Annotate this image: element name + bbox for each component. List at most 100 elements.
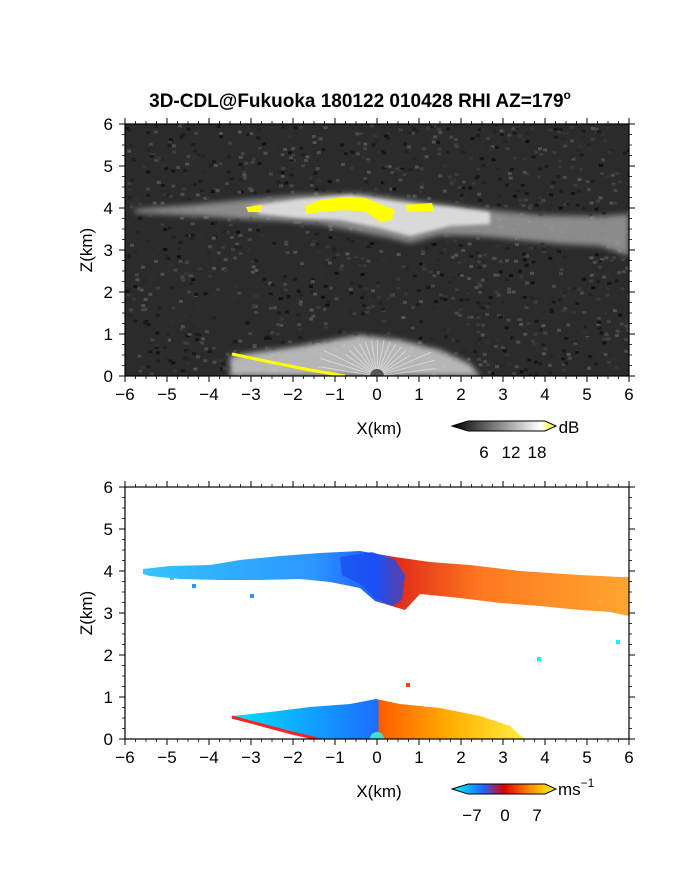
noise-pixel bbox=[315, 180, 320, 184]
noise-pixel bbox=[195, 193, 200, 197]
noise-pixel bbox=[581, 129, 586, 133]
noise-pixel bbox=[521, 204, 526, 208]
noise-pixel bbox=[238, 252, 243, 255]
noise-pixel bbox=[412, 127, 417, 131]
noise-pixel bbox=[382, 319, 386, 323]
noise-pixel bbox=[305, 230, 310, 234]
noise-pixel bbox=[266, 347, 271, 351]
velocity-echoes bbox=[143, 551, 629, 739]
noise-pixel bbox=[226, 170, 231, 174]
noise-pixel bbox=[208, 257, 213, 261]
noise-pixel bbox=[168, 359, 173, 363]
noise-pixel bbox=[524, 368, 528, 372]
noise-pixel bbox=[528, 247, 532, 251]
noise-pixel bbox=[363, 147, 367, 151]
noise-pixel bbox=[492, 257, 497, 260]
noise-pixel bbox=[271, 348, 276, 352]
y-tick-label: 1 bbox=[104, 325, 113, 344]
noise-pixel bbox=[360, 312, 365, 316]
noise-pixel bbox=[298, 300, 303, 304]
noise-pixel bbox=[287, 135, 292, 139]
noise-pixel bbox=[565, 202, 570, 206]
x-tick-label: −4 bbox=[199, 385, 218, 404]
noise-pixel bbox=[522, 252, 527, 256]
noise-pixel bbox=[457, 186, 462, 190]
noise-pixel bbox=[506, 318, 511, 322]
noise-pixel bbox=[598, 265, 602, 269]
noise-pixel bbox=[314, 185, 319, 189]
noise-pixel bbox=[140, 365, 145, 369]
noise-pixel bbox=[576, 149, 580, 152]
noise-pixel bbox=[574, 340, 579, 344]
noise-pixel bbox=[374, 139, 379, 143]
noise-pixel bbox=[373, 134, 378, 137]
noise-pixel bbox=[541, 324, 546, 328]
x-tick-label: 4 bbox=[540, 748, 549, 767]
noise-pixel bbox=[248, 332, 253, 335]
noise-pixel bbox=[605, 174, 610, 178]
noise-pixel bbox=[580, 135, 585, 139]
noise-pixel bbox=[361, 292, 366, 296]
noise-pixel bbox=[165, 255, 170, 259]
noise-pixel bbox=[172, 150, 177, 154]
noise-pixel bbox=[518, 317, 523, 321]
noise-pixel bbox=[410, 306, 415, 310]
noise-pixel bbox=[406, 306, 411, 310]
noise-pixel bbox=[234, 284, 239, 288]
noise-pixel bbox=[499, 129, 504, 133]
noise-pixel bbox=[577, 287, 582, 291]
noise-pixel bbox=[180, 275, 185, 279]
velocity-colorbar-tick: 0 bbox=[500, 806, 509, 825]
noise-pixel bbox=[131, 297, 136, 301]
noise-pixel bbox=[268, 281, 272, 285]
noise-pixel bbox=[508, 176, 513, 180]
x-tick-label: 0 bbox=[372, 385, 381, 404]
noise-pixel bbox=[276, 322, 281, 326]
noise-pixel bbox=[561, 363, 566, 367]
noise-pixel bbox=[618, 256, 622, 260]
noise-pixel bbox=[576, 189, 581, 193]
noise-pixel bbox=[309, 180, 314, 184]
noise-pixel bbox=[178, 260, 183, 263]
noise-pixel bbox=[573, 342, 578, 346]
noise-pixel bbox=[147, 341, 152, 345]
noise-pixel bbox=[182, 356, 187, 360]
noise-pixel bbox=[275, 332, 280, 336]
noise-pixel bbox=[235, 351, 240, 355]
noise-pixel bbox=[325, 258, 330, 262]
noise-pixel bbox=[525, 172, 530, 176]
noise-pixel bbox=[250, 260, 255, 263]
noise-pixel bbox=[137, 354, 142, 358]
noise-pixel bbox=[129, 308, 134, 312]
noise-pixel bbox=[246, 248, 251, 252]
noise-pixel bbox=[518, 203, 523, 206]
noise-pixel bbox=[422, 267, 427, 271]
noise-pixel bbox=[294, 189, 299, 193]
noise-pixel bbox=[485, 304, 490, 308]
noise-pixel bbox=[496, 203, 501, 207]
velocity-axes: −6 −5 −4 −3 −2 −1 0 1 2 3 4 5 6 0 1 2 3 4 5 6 bbox=[104, 478, 635, 767]
noise-pixel bbox=[216, 124, 221, 128]
noise-pixel bbox=[490, 145, 495, 149]
noise-pixel bbox=[495, 365, 499, 369]
velocity-colorbar: ms−1 −7 0 7 bbox=[450, 776, 595, 825]
noise-pixel bbox=[208, 274, 213, 278]
noise-pixel bbox=[360, 273, 365, 277]
noise-pixel bbox=[167, 338, 172, 342]
noise-pixel bbox=[452, 276, 457, 279]
noise-pixel bbox=[606, 320, 611, 324]
noise-pixel bbox=[465, 298, 470, 302]
noise-pixel bbox=[416, 289, 421, 293]
noise-pixel bbox=[561, 369, 566, 372]
noise-pixel bbox=[431, 140, 436, 144]
noise-pixel bbox=[480, 278, 485, 282]
noise-pixel bbox=[391, 293, 395, 297]
noise-pixel bbox=[597, 130, 601, 134]
noise-pixel bbox=[213, 164, 218, 168]
noise-pixel bbox=[148, 142, 153, 146]
x-tick-label: 2 bbox=[456, 748, 465, 767]
noise-pixel bbox=[599, 163, 604, 167]
noise-pixel bbox=[341, 162, 345, 166]
noise-pixel bbox=[500, 300, 505, 304]
noise-pixel bbox=[297, 323, 302, 327]
